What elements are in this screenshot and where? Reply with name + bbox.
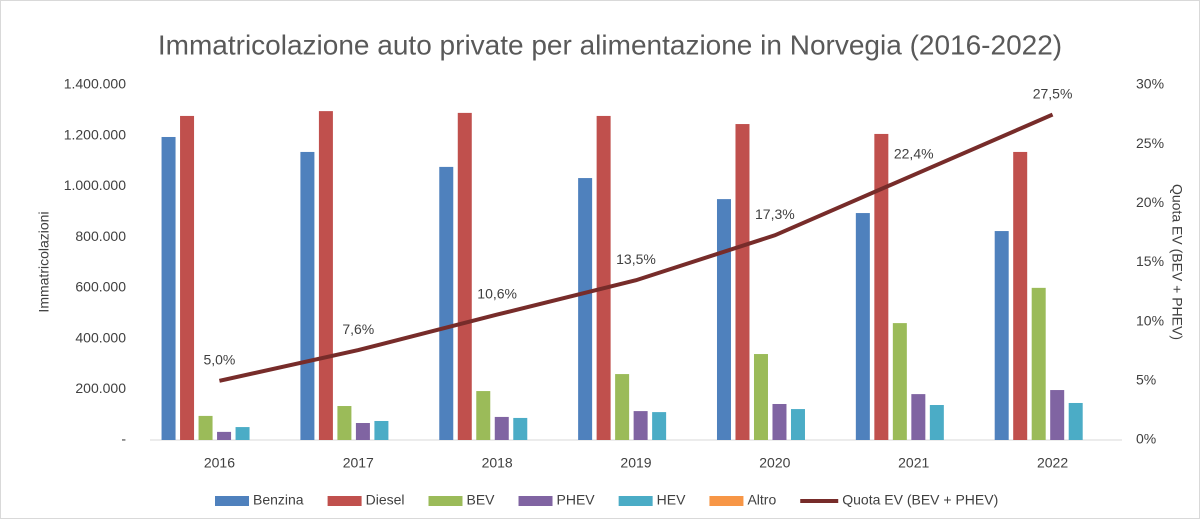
bar <box>513 417 528 440</box>
y2-tick-label: 25% <box>1136 135 1164 151</box>
x-tick-label: 2018 <box>482 455 513 471</box>
y-tick-label: 400.000 <box>75 329 126 345</box>
bar <box>716 199 731 440</box>
bar <box>652 412 667 440</box>
bar <box>1031 287 1046 440</box>
bar <box>596 115 611 440</box>
data-label: 22,4% <box>894 146 934 162</box>
bar <box>198 415 213 440</box>
data-label: 27,5% <box>1033 85 1073 101</box>
x-tick-label: 2019 <box>620 455 651 471</box>
line-series <box>218 112 1054 383</box>
y-tick-label: 1.200.000 <box>64 126 126 142</box>
legend-label: PHEV <box>557 492 596 508</box>
y2-tick-label: 30% <box>1136 76 1164 92</box>
bar <box>615 374 630 440</box>
bar <box>753 354 768 440</box>
y2-axis-title: Quota EV (BEV + PHEV) <box>1169 184 1185 340</box>
bar <box>633 411 648 440</box>
legend-label: HEV <box>657 492 686 508</box>
bar <box>790 409 805 440</box>
y-tick-label: - <box>121 431 126 447</box>
legend-swatch <box>518 496 553 506</box>
bar <box>1013 151 1028 440</box>
bar <box>1068 402 1083 440</box>
bar <box>235 427 250 440</box>
bar <box>892 323 907 440</box>
data-label: 5,0% <box>203 352 235 368</box>
legend-label: Benzina <box>253 492 304 508</box>
y2-tick-label: 5% <box>1136 372 1156 388</box>
legend-label: BEV <box>467 492 496 508</box>
bar <box>911 394 926 440</box>
bar <box>337 406 352 440</box>
x-tick-label: 2021 <box>898 455 929 471</box>
bar <box>318 111 333 440</box>
bar <box>161 136 176 440</box>
y-tick-label: 200.000 <box>75 380 126 396</box>
data-label: 10,6% <box>477 285 517 301</box>
y2-tick-label: 10% <box>1136 312 1164 328</box>
data-label: 13,5% <box>616 251 656 267</box>
legend-label: Diesel <box>366 492 405 508</box>
bar <box>1050 390 1065 440</box>
bar <box>874 133 889 441</box>
bar <box>217 431 232 440</box>
legend-swatch <box>618 496 653 506</box>
bar <box>300 151 315 440</box>
y-tick-label: 1.400.000 <box>64 76 126 92</box>
y2-tick-label: 0% <box>1136 431 1156 447</box>
chart-title: Immatricolazione auto private per alimen… <box>158 29 1062 60</box>
x-tick-label: 2017 <box>343 455 374 471</box>
y2-tick-label: 20% <box>1136 194 1164 210</box>
legend-label: Altro <box>747 492 776 508</box>
y-tick-label: 1.000.000 <box>64 177 126 193</box>
legend-swatch <box>428 496 463 506</box>
x-tick-label: 2016 <box>204 455 235 471</box>
data-label: 17,3% <box>755 206 795 222</box>
bar <box>180 115 195 440</box>
legend-label: Quota EV (BEV + PHEV) <box>842 492 998 508</box>
bar <box>374 420 389 440</box>
bar <box>355 423 370 440</box>
x-tick-label: 2020 <box>759 455 790 471</box>
y-tick-label: 800.000 <box>75 228 126 244</box>
bar <box>772 403 787 440</box>
y-axis-title: Immatricolazioni <box>36 211 52 312</box>
data-label: 7,6% <box>342 321 374 337</box>
legend-swatch <box>215 496 249 506</box>
legend-swatch <box>327 496 362 506</box>
y-tick-label: 600.000 <box>75 279 126 295</box>
bar <box>855 213 870 440</box>
bar <box>735 124 750 441</box>
y2-tick-label: 15% <box>1136 253 1164 269</box>
bar <box>578 178 593 440</box>
bar <box>929 405 944 440</box>
legend-swatch <box>709 496 744 506</box>
bar <box>439 166 454 440</box>
bar <box>494 416 509 440</box>
bar <box>476 391 491 440</box>
bar <box>994 231 1009 440</box>
bar <box>457 112 472 441</box>
x-tick-label: 2022 <box>1037 455 1068 471</box>
